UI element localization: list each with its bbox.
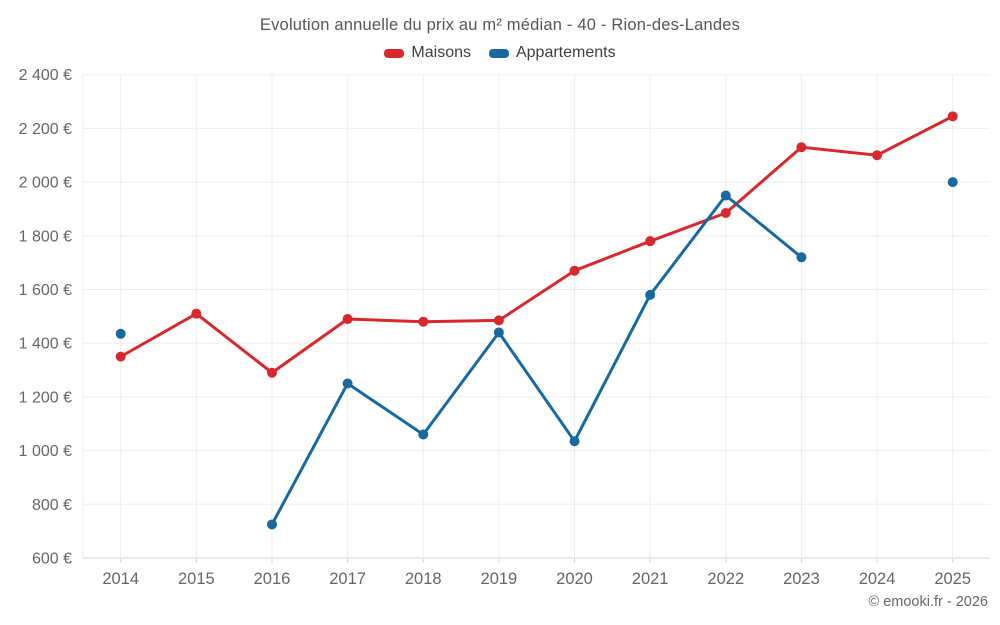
appartements-point[interactable] [115, 328, 126, 339]
appartements-line [270, 194, 803, 526]
legend-item-appartements[interactable]: Appartements [488, 44, 616, 62]
x-tick-label: 2017 [329, 570, 366, 588]
x-tick-label: 2018 [405, 570, 442, 588]
y-tick-label: 1 000 € [19, 443, 72, 460]
maisons-legend-swatch-icon [384, 48, 405, 58]
chart-legend: Maisons Appartements [0, 44, 1000, 62]
maisons-point[interactable] [342, 314, 353, 325]
maisons-point[interactable] [418, 316, 429, 327]
maisons-point[interactable] [266, 367, 277, 378]
appartements-point[interactable] [569, 436, 580, 447]
maisons-point[interactable] [796, 142, 807, 153]
maisons-point[interactable] [493, 315, 504, 326]
x-tick-label: 2019 [481, 570, 518, 588]
y-tick-label: 1 800 € [19, 228, 72, 245]
maisons-point[interactable] [720, 207, 731, 218]
legend-label-appartements: Appartements [515, 44, 616, 61]
x-tick-label: 2024 [859, 570, 896, 588]
credit-text: © emooki.fr - 2026 [868, 594, 988, 610]
legend-item-maisons[interactable]: Maisons [384, 44, 471, 62]
y-tick-label: 2 000 € [19, 175, 72, 192]
x-tick-label: 2023 [783, 570, 820, 588]
appartements-point[interactable] [645, 289, 656, 300]
x-tick-label: 2021 [632, 570, 669, 588]
y-tick-label: 2 200 € [19, 121, 72, 138]
maisons-point[interactable] [569, 265, 580, 276]
x-tick-label: 2025 [934, 570, 971, 588]
y-tick-label: 2 400 € [19, 67, 72, 84]
appartements-point[interactable] [418, 429, 429, 440]
appartements-point[interactable] [947, 177, 958, 188]
y-tick-label: 600 € [32, 551, 72, 568]
maisons-point[interactable] [191, 308, 202, 319]
appartements-point[interactable] [266, 519, 277, 530]
maisons-point[interactable] [115, 351, 126, 362]
x-tick-label: 2020 [556, 570, 593, 588]
x-tick-label: 2016 [254, 570, 291, 588]
chart-title: Evolution annuelle du prix au m² médian … [259, 16, 741, 34]
appartements-point[interactable] [720, 190, 731, 201]
y-tick-label: 1 400 € [19, 336, 72, 353]
appartements-point[interactable] [493, 327, 504, 338]
y-tick-label: 1 200 € [19, 389, 72, 406]
legend-label-maisons: Maisons [411, 44, 471, 61]
appartements-legend-swatch-icon [488, 48, 509, 58]
maisons-point[interactable] [872, 150, 883, 161]
maisons-point[interactable] [947, 111, 958, 122]
appartements-point[interactable] [342, 378, 353, 389]
x-tick-label: 2014 [102, 570, 139, 588]
x-tick-label: 2022 [707, 570, 744, 588]
maisons-point[interactable] [645, 236, 656, 247]
maisons-line [119, 114, 955, 375]
y-tick-label: 1 600 € [19, 282, 72, 299]
y-tick-label: 800 € [32, 497, 72, 514]
x-tick-label: 2015 [178, 570, 215, 588]
appartements-point[interactable] [796, 252, 807, 263]
